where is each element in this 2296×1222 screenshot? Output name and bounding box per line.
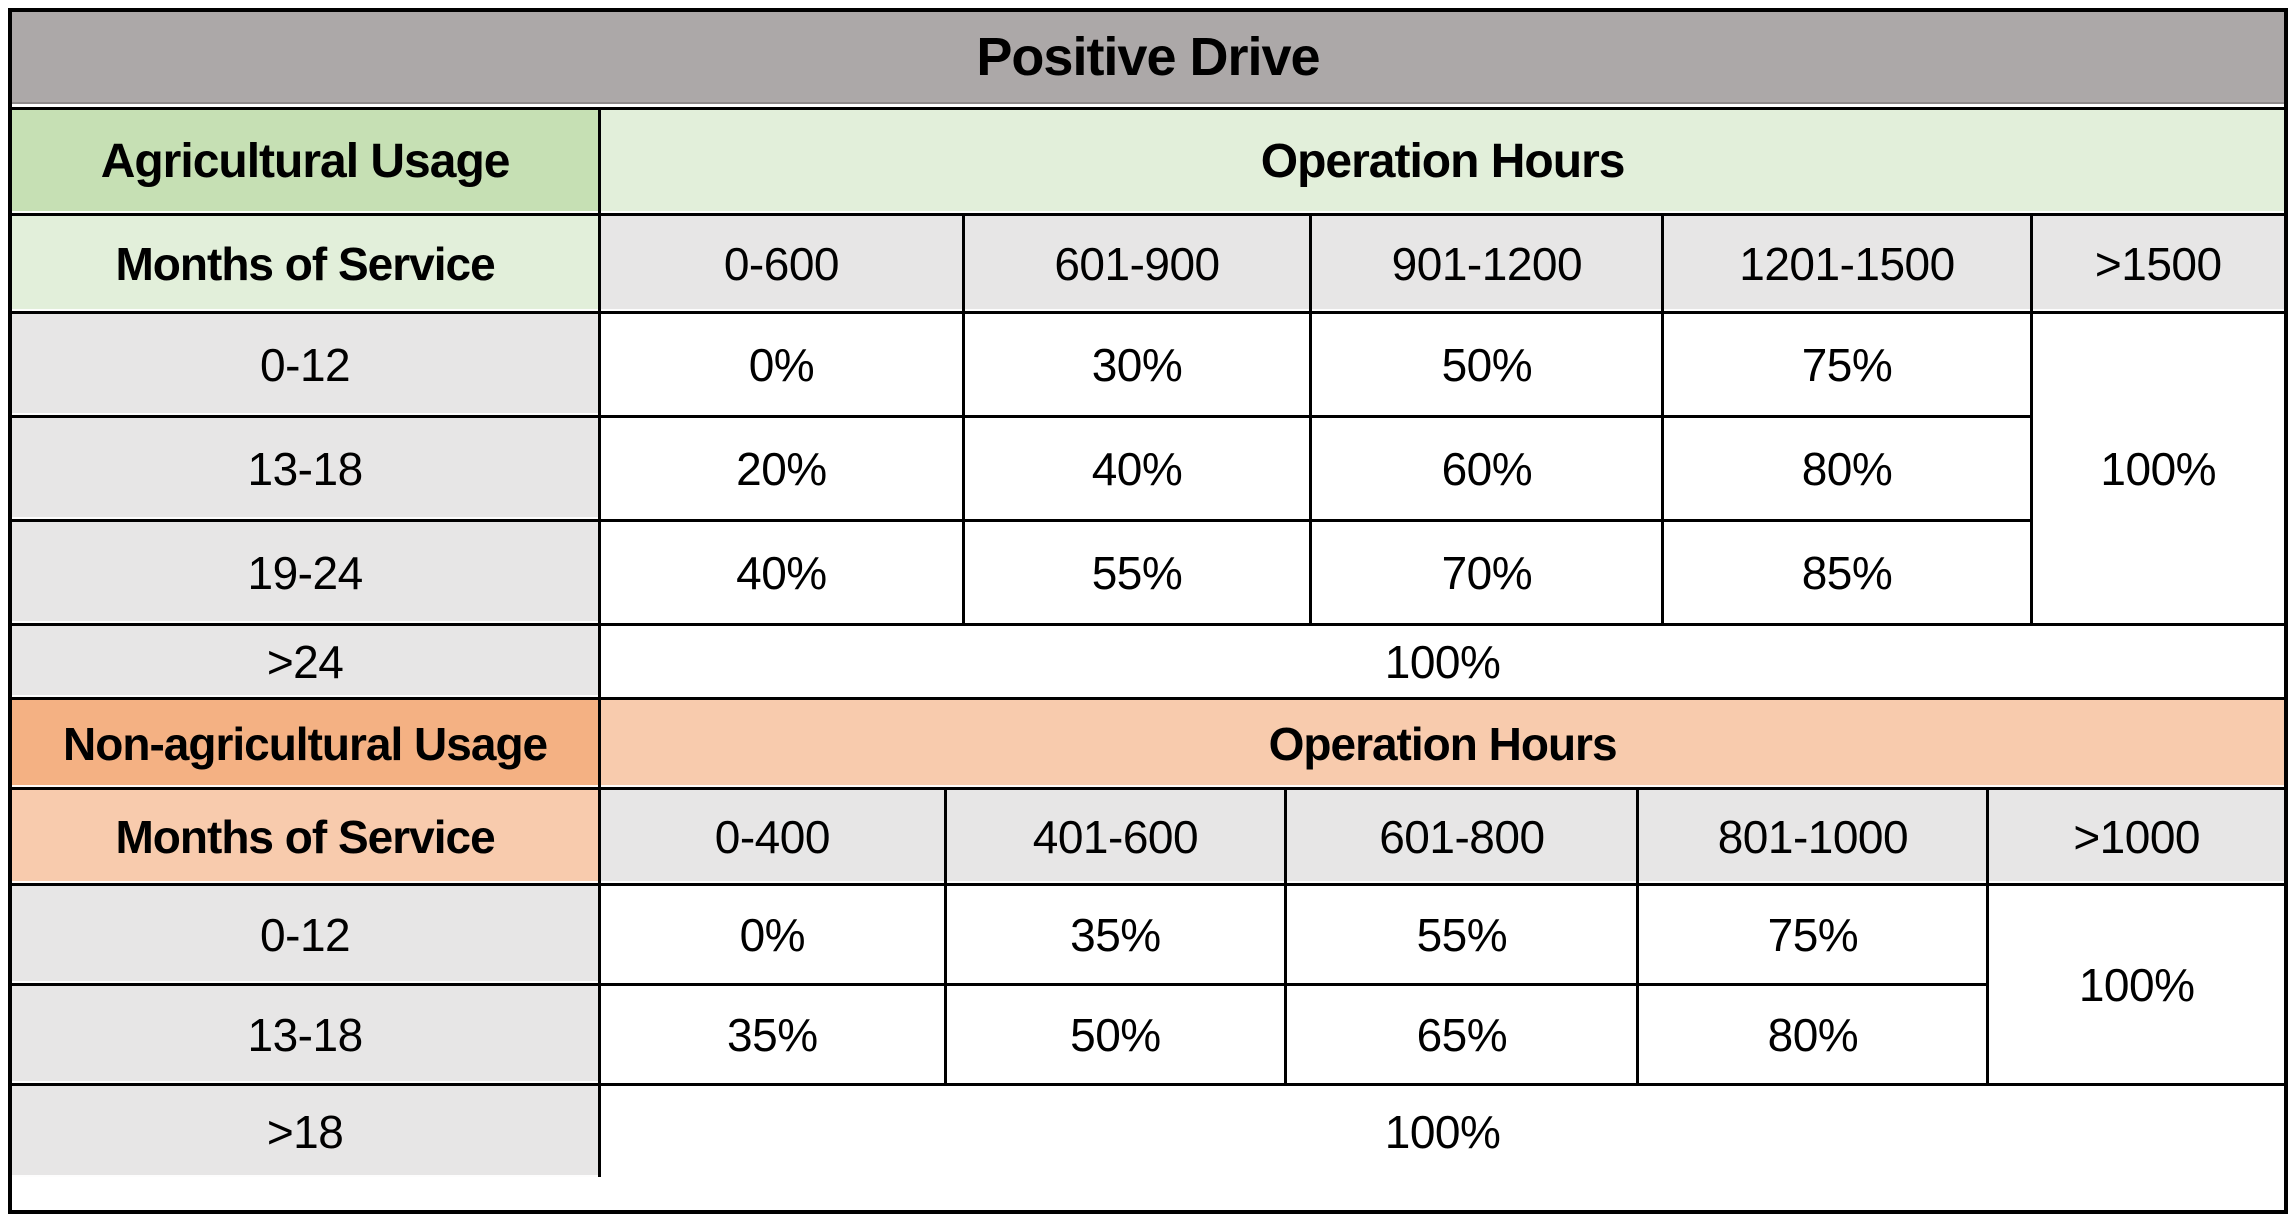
value-cell: 50%	[943, 983, 1285, 1083]
range-header-cell: 0-600	[598, 213, 962, 311]
value-cell: 55%	[1284, 883, 1637, 983]
range-header-cell: 901-1200	[1309, 213, 1662, 311]
full-span-value-cell: 100%	[598, 1083, 2284, 1177]
value-cell: 80%	[1661, 415, 2030, 519]
range-header-cell: 1201-1500	[1661, 213, 2030, 311]
value-cell: 75%	[1661, 311, 2030, 415]
value-cell: 75%	[1636, 883, 1987, 983]
value-cell: 65%	[1284, 983, 1637, 1083]
value-cell: 55%	[961, 519, 1310, 623]
value-cell: 40%	[598, 519, 962, 623]
agri-months-of-service-header: Months of Service	[12, 213, 599, 311]
value-cell: 85%	[1661, 519, 2030, 623]
row-label-cell: 0-12	[12, 311, 599, 415]
range-header-cell: >1500	[2029, 213, 2284, 311]
row-label-cell: 0-12	[12, 883, 599, 983]
row-label-cell: 13-18	[12, 983, 599, 1083]
value-cell: 0%	[598, 883, 944, 983]
value-cell: 35%	[943, 883, 1285, 983]
range-header-cell: 0-400	[598, 787, 944, 883]
non-agri-operation-hours-band-label: Operation Hours	[598, 697, 2284, 787]
merged-value-cell: 100%	[2029, 311, 2284, 623]
non-agri-usage-band-label: Non-agricultural Usage	[12, 697, 599, 787]
value-cell: 0%	[598, 311, 962, 415]
row-label-cell: 19-24	[12, 519, 599, 623]
agri-usage-band-label: Agricultural Usage	[12, 107, 599, 213]
positive-drive-table: Positive Drive Agricultural Usage Operat…	[8, 8, 2288, 1214]
full-span-value-cell: 100%	[598, 623, 2284, 697]
row-label-cell: >18	[12, 1083, 599, 1177]
range-header-cell: 801-1000	[1636, 787, 1987, 883]
table-title: Positive Drive	[12, 12, 2284, 104]
value-cell: 50%	[1309, 311, 1662, 415]
range-header-cell: 401-600	[943, 787, 1285, 883]
agricultural-section-table: Agricultural Usage Operation Hours Month…	[12, 107, 2284, 697]
range-header-cell: 601-900	[961, 213, 1310, 311]
range-header-cell: >1000	[1986, 787, 2284, 883]
value-cell: 35%	[598, 983, 944, 1083]
non-agricultural-section-table: Non-agricultural Usage Operation Hours M…	[12, 697, 2284, 1177]
value-cell: 30%	[961, 311, 1310, 415]
row-label-cell: 13-18	[12, 415, 599, 519]
merged-value-cell: 100%	[1986, 883, 2284, 1083]
range-header-cell: 601-800	[1284, 787, 1637, 883]
value-cell: 60%	[1309, 415, 1662, 519]
value-cell: 80%	[1636, 983, 1987, 1083]
non-agri-months-of-service-header: Months of Service	[12, 787, 599, 883]
agri-operation-hours-band-label: Operation Hours	[598, 107, 2284, 213]
value-cell: 70%	[1309, 519, 1662, 623]
value-cell: 40%	[961, 415, 1310, 519]
value-cell: 20%	[598, 415, 962, 519]
row-label-cell: >24	[12, 623, 599, 697]
